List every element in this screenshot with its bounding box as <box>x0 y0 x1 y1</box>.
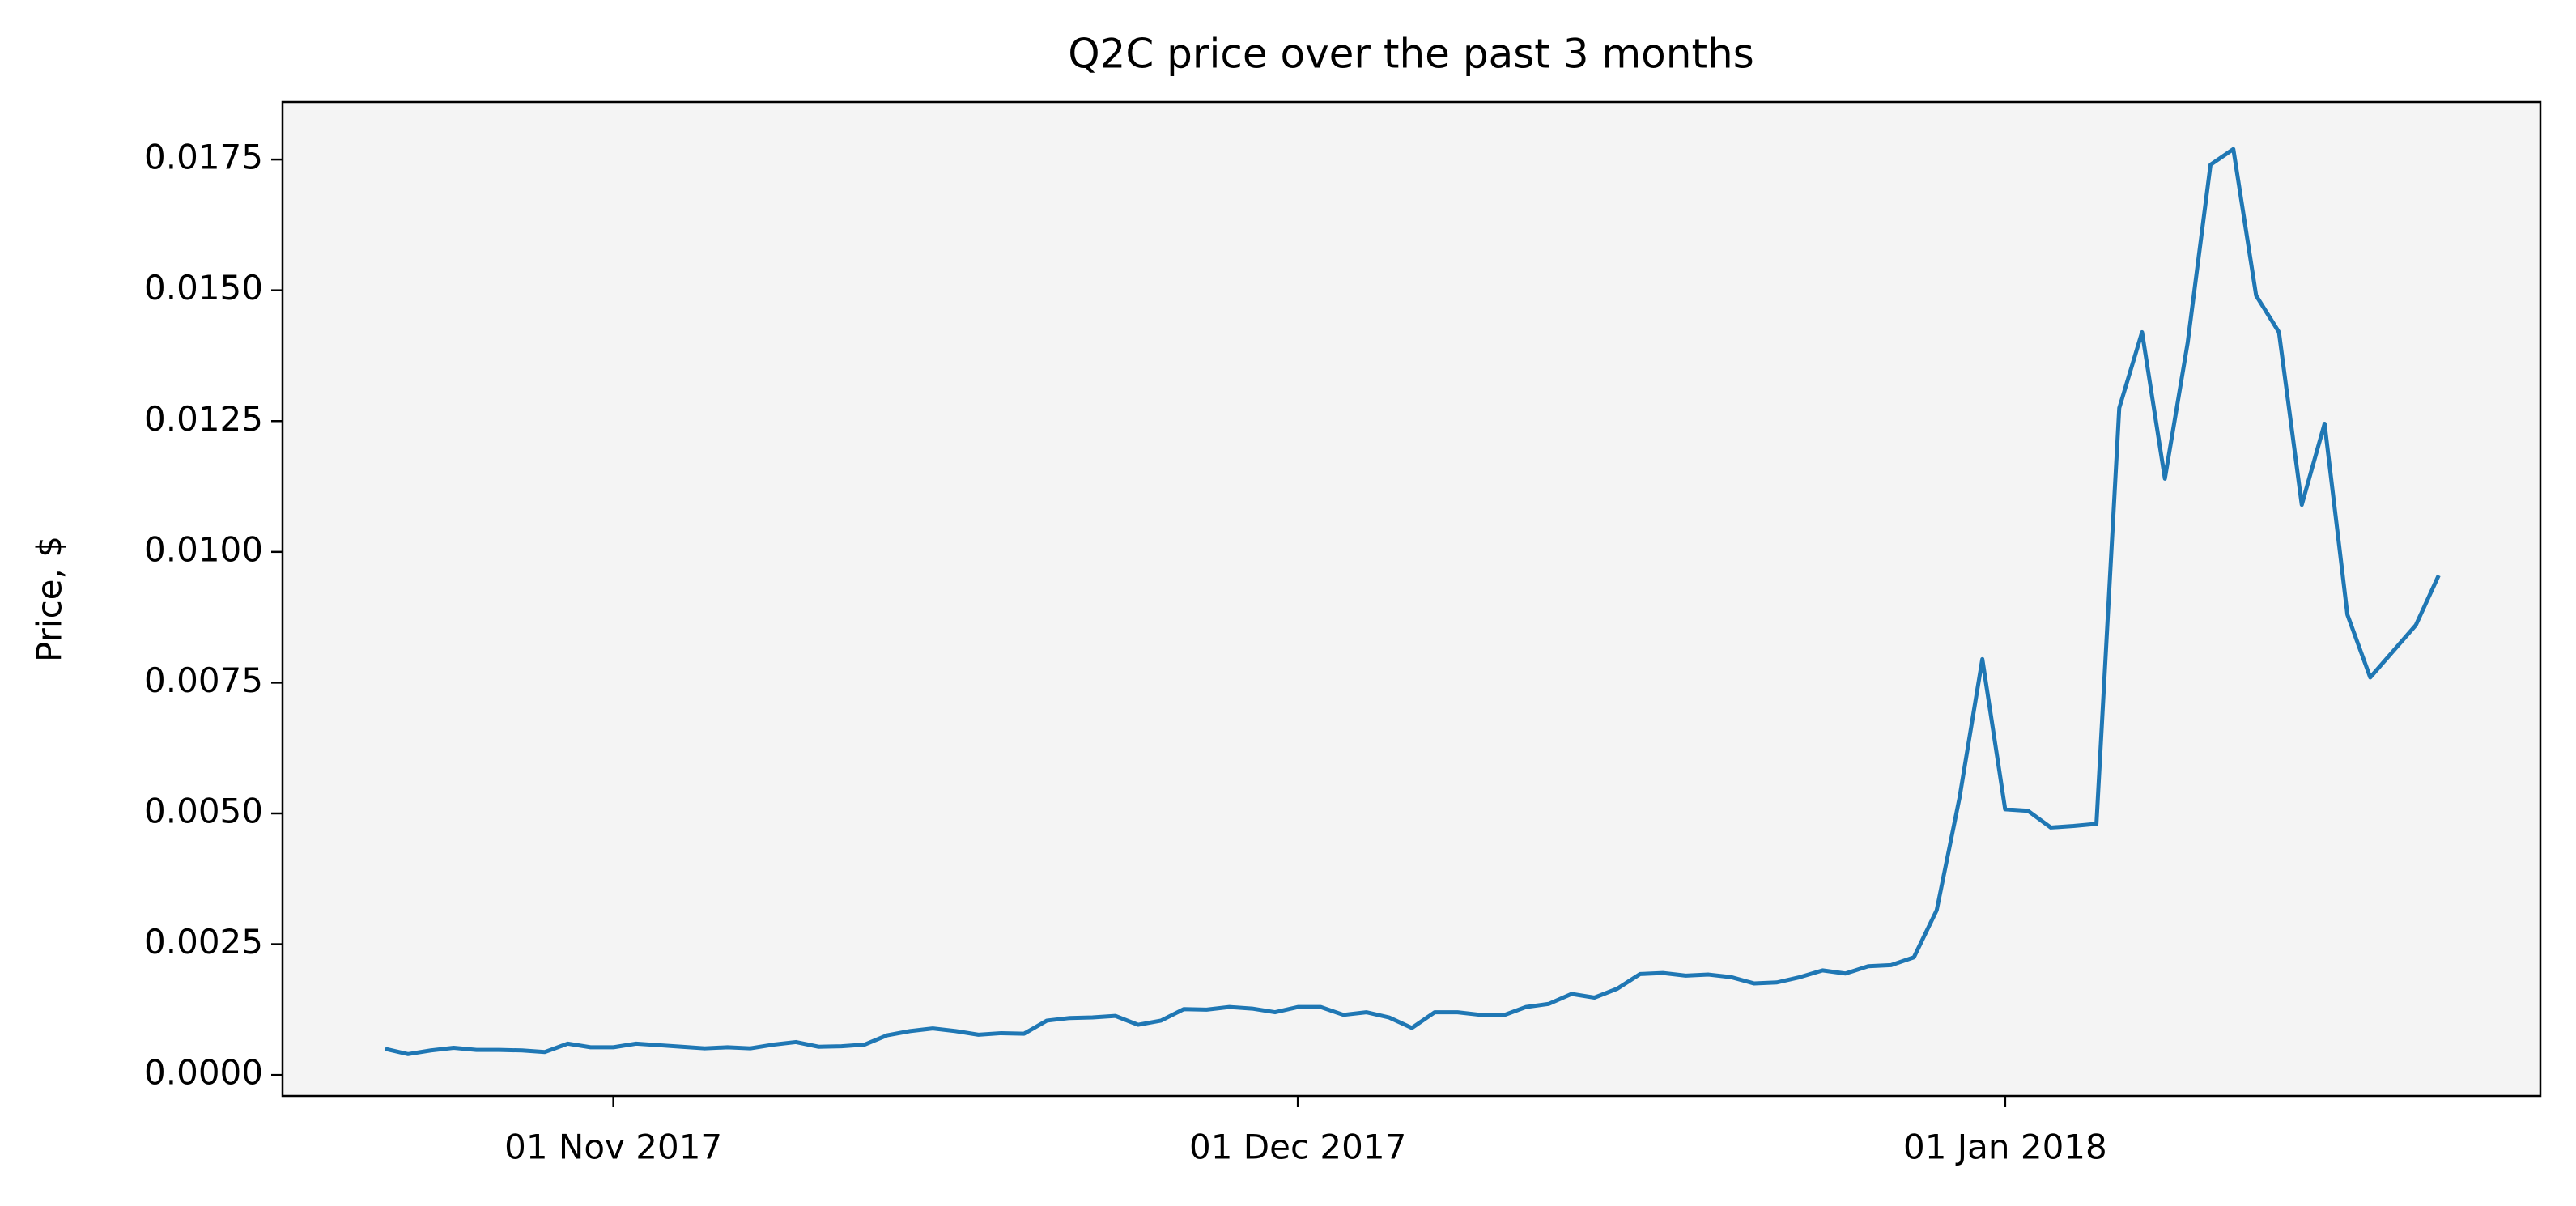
y-axis-label: Price, $ <box>30 536 70 662</box>
y-tick-label: 0.0125 <box>144 399 263 439</box>
price-line <box>385 147 2441 1056</box>
plot-area <box>283 102 2540 1096</box>
y-tick-label: 0.0000 <box>144 1053 263 1093</box>
axes-frame <box>281 100 2542 1098</box>
x-tick-label: 01 Jan 2018 <box>1903 1127 2107 1167</box>
y-tick-label: 0.0050 <box>144 791 263 830</box>
y-tick-label: 0.0100 <box>144 529 263 569</box>
x-tick-label: 01 Dec 2017 <box>1189 1127 1406 1167</box>
y-tick-label: 0.0025 <box>144 922 263 962</box>
y-tick-label: 0.0075 <box>144 660 263 700</box>
chart-title: Q2C price over the past 3 months <box>1068 31 1754 78</box>
y-tick-label: 0.0150 <box>144 268 263 308</box>
x-tick-label: 01 Nov 2017 <box>504 1127 722 1167</box>
y-tick-label: 0.0175 <box>144 138 263 177</box>
